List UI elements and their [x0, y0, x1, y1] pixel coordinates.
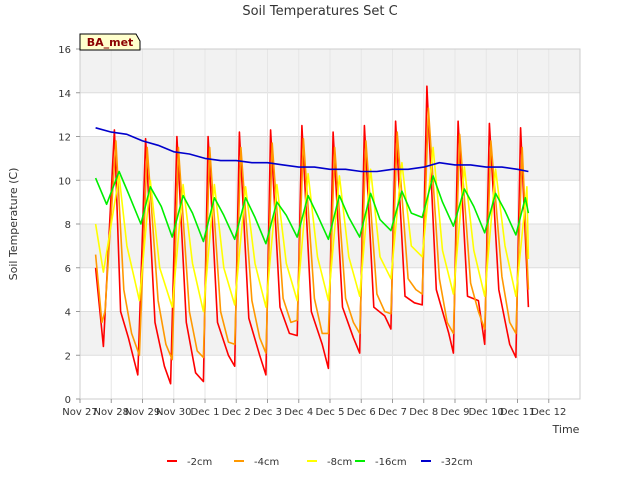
- y-axis-label: Soil Temperature (C): [7, 168, 20, 281]
- x-tick-label: Dec 5: [316, 407, 345, 418]
- x-tick-label: Dec 12: [531, 407, 566, 418]
- series-lines: [94, 85, 530, 385]
- y-tick-label: 10: [58, 176, 71, 187]
- y-tick-label: 14: [58, 89, 71, 100]
- chart-title: Soil Temperatures Set C: [242, 4, 397, 19]
- y-tick-label: 4: [65, 308, 71, 319]
- x-tick-label: Dec 7: [378, 407, 407, 418]
- y-tick-label: 2: [65, 351, 71, 362]
- x-tick-label: Dec 11: [500, 407, 535, 418]
- x-tick-label: Dec 1: [191, 407, 220, 418]
- legend-item: -8cm: [307, 457, 352, 468]
- y-tick-label: 12: [58, 133, 71, 144]
- x-tick-label: Dec 8: [409, 407, 438, 418]
- series-line-m8cm: [94, 146, 530, 313]
- legend-item: -4cm: [234, 457, 279, 468]
- x-tick-label: Dec 10: [469, 407, 504, 418]
- y-axis-ticks: 0 2 4 6 8 10 12 14 16: [58, 45, 80, 406]
- legend-label: -16cm: [375, 457, 407, 468]
- series-line-m16cm: [94, 170, 530, 245]
- y-tick-label: 16: [58, 45, 71, 56]
- site-badge-box: [79, 33, 141, 51]
- series-line-m2cm: [94, 85, 530, 385]
- y-tick-label: 0: [65, 395, 71, 406]
- x-tick-label: Nov 27: [62, 407, 97, 418]
- x-tick-label: Dec 4: [284, 407, 313, 418]
- x-tick-label: Nov 28: [94, 407, 129, 418]
- legend-item: -16cm: [355, 457, 407, 468]
- legend: -2cm -4cm -8cm -16cm -32cm: [167, 457, 473, 468]
- y-tick-label: 8: [65, 220, 71, 231]
- site-badge: BA_met: [79, 33, 141, 51]
- x-tick-label: Nov 29: [125, 407, 160, 418]
- x-tick-label: Dec 3: [253, 407, 282, 418]
- legend-item: -2cm: [167, 457, 212, 468]
- legend-label: -8cm: [327, 457, 352, 468]
- x-axis-label: Time: [552, 423, 580, 436]
- legend-item: -32cm: [421, 457, 473, 468]
- legend-label: -2cm: [187, 457, 212, 468]
- x-tick-label: Dec 6: [347, 407, 376, 418]
- legend-label: -32cm: [441, 457, 473, 468]
- y-tick-label: 6: [65, 264, 71, 275]
- x-tick-label: Dec 2: [222, 407, 251, 418]
- legend-label: -4cm: [254, 457, 279, 468]
- series-line-m4cm: [94, 107, 530, 361]
- x-tick-label: Dec 9: [441, 407, 470, 418]
- x-tick-label: Nov 30: [156, 407, 191, 418]
- site-badge-label: BA_met: [87, 36, 134, 49]
- series-line-m32cm: [95, 127, 529, 173]
